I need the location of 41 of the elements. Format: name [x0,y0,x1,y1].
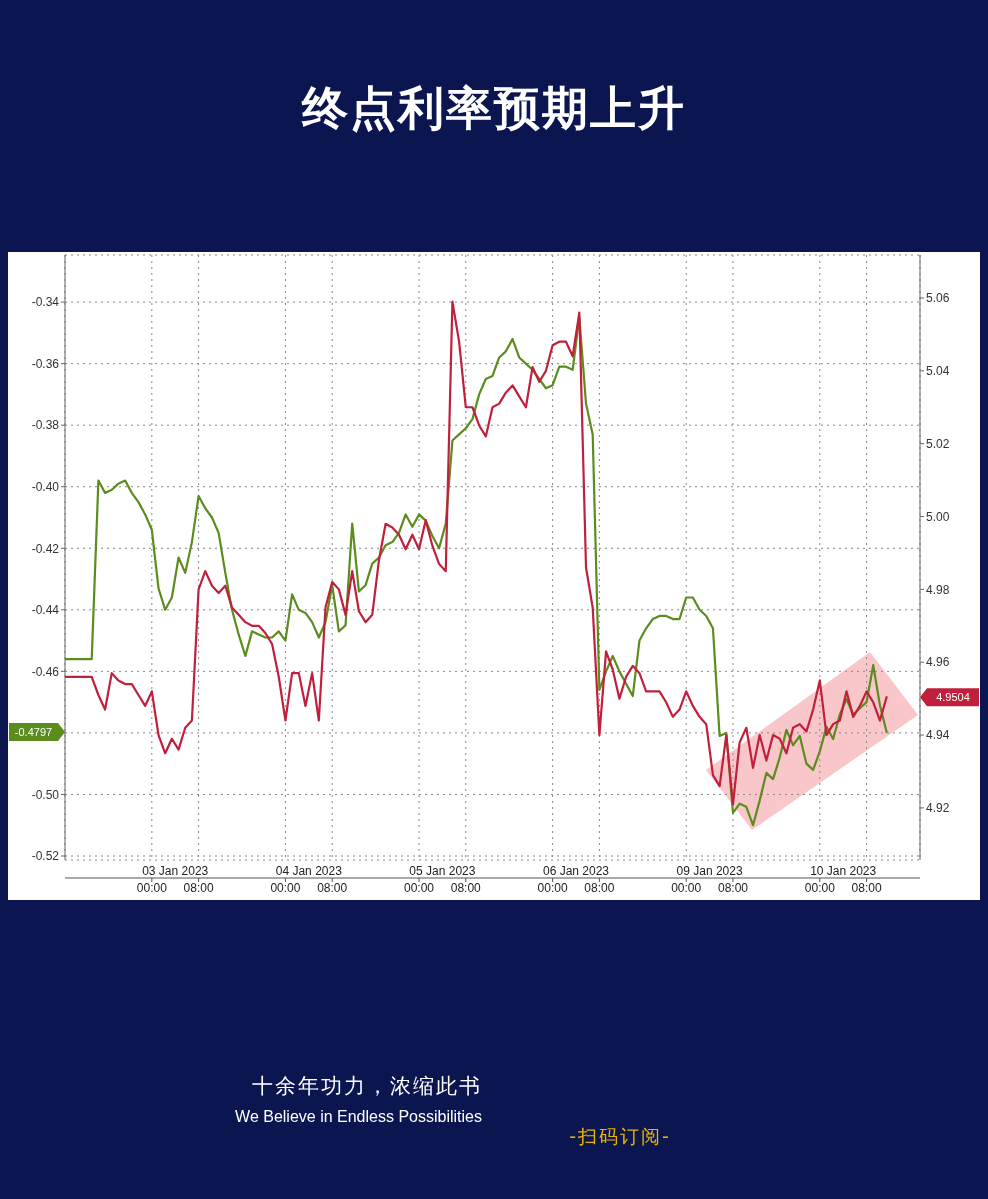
text: -0.4797 [14,725,53,738]
x-tick-label: 08:00 [183,880,214,895]
y2-tick-label: 5.04 [926,364,950,379]
text: 4.9504 [936,691,970,704]
y2-tick-label: 5.00 [926,509,950,524]
y2-tick-label: 4.96 [926,655,950,670]
x-tick-label: 00:00 [804,880,836,895]
y-tick-label: -0.34 [31,295,60,310]
x-tick-label: 00:00 [270,880,301,895]
y2-tick-label: 4.98 [926,582,950,597]
x-tick-label: 00:00 [136,880,168,895]
text: 03 Jan 2023 [142,863,209,878]
y-tick-label: -0.46 [31,664,60,679]
y-tick-label: -0.52 [31,849,60,864]
x-tick-label: 08:00 [851,880,882,895]
y2-tick-label: 4.92 [926,801,950,816]
y-tick-label: -0.38 [31,418,60,433]
text: 09 Jan 2023 [676,863,743,878]
y2-tick-label: 4.94 [926,728,950,743]
y2-tick-label: 5.02 [926,436,950,451]
text: 04 Jan 2023 [275,863,343,878]
text: 10 Jan 2023 [810,863,877,878]
y-tick-label: -0.44 [31,603,60,618]
text: 06 Jan 2023 [542,863,610,878]
chart-title: 终点利率预期上升 [300,80,687,137]
text: 05 Jan 2023 [409,863,476,878]
x-tick-label: 08:00 [717,880,749,895]
x-tick-label: 00:00 [404,880,435,895]
x-tick-label: 00:00 [671,880,702,895]
x-tick-label: 08:00 [450,880,482,895]
x-tick-label: 08:00 [317,880,348,895]
x-tick-label: 00:00 [537,880,568,895]
x-tick-label: 08:00 [584,880,615,895]
y-tick-label: -0.40 [31,479,60,494]
text: -扫码订阅- [568,1124,672,1149]
y-tick-label: -0.42 [31,541,60,556]
text: 十余年功力，浓缩此书 [251,1073,482,1100]
y2-tick-label: 5.06 [926,291,950,306]
y-tick-label: -0.50 [31,787,60,802]
y-tick-label: -0.36 [31,356,60,371]
text: We Believe in Endless Possibilities [234,1108,482,1126]
